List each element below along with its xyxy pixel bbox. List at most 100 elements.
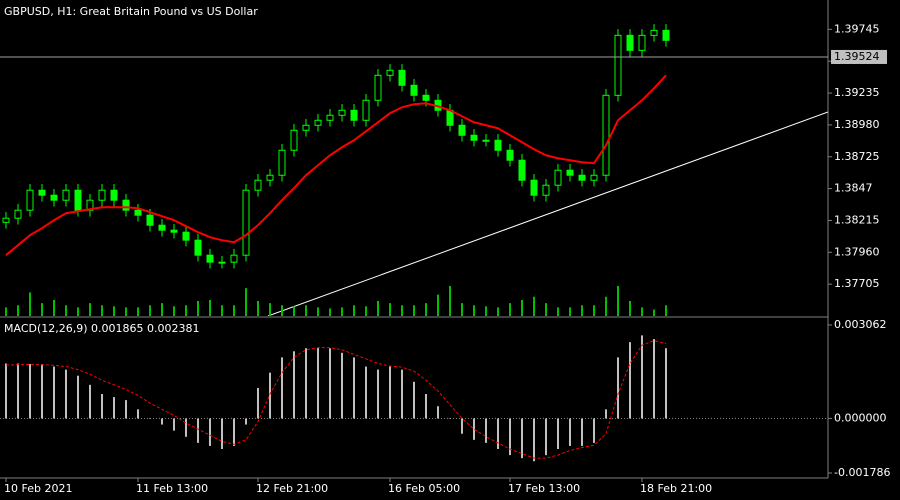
y-tick-label: 1.38215 (834, 213, 880, 226)
macd-bar (173, 418, 175, 431)
volume-bar (557, 307, 559, 316)
volume-bar (197, 301, 199, 316)
y-tick-label: 1.37960 (834, 245, 880, 258)
candle-body (542, 184, 550, 196)
candle-body (494, 139, 502, 151)
macd-bar (629, 342, 631, 419)
candle-body (62, 189, 70, 201)
macd-bar (209, 418, 211, 446)
candle-body (134, 209, 142, 216)
volume-bar (17, 305, 19, 316)
volume-bar (377, 301, 379, 316)
x-tick-label: 10 Feb 2021 (4, 482, 72, 495)
volume-bar (449, 286, 451, 316)
volume-bar (533, 296, 535, 316)
y2-tick-label: 0.000000 (834, 411, 887, 424)
macd-bar (665, 348, 667, 419)
macd-bar (485, 418, 487, 443)
volume-bar (269, 303, 271, 316)
candle-body (26, 189, 34, 211)
candle-body (74, 189, 82, 211)
macd-bar (149, 418, 151, 419)
candle-body (326, 114, 334, 121)
macd-bar (509, 418, 511, 456)
macd-bar (77, 375, 79, 419)
macd-bar (341, 352, 343, 419)
macd-bar (497, 418, 499, 449)
macd-bar (137, 409, 139, 419)
macd-bar (125, 400, 127, 419)
volume-bar (281, 305, 283, 316)
volume-bar (365, 306, 367, 316)
volume-bar (161, 303, 163, 316)
macd-bar (533, 418, 535, 462)
volume-bar (413, 305, 415, 316)
moving-average (5, 74, 667, 256)
volume-bar (545, 303, 547, 316)
candle-body (194, 239, 202, 256)
candle-body (506, 149, 514, 161)
volume-bar (581, 305, 583, 316)
candle-body (458, 124, 466, 136)
macd-bar (161, 418, 163, 425)
trendline (267, 111, 828, 316)
macd-bar (185, 418, 187, 437)
volume-bar (245, 288, 247, 316)
y-tick-label: 1.39745 (834, 22, 880, 35)
volume-bar (641, 307, 643, 316)
x-tick-label: 16 Feb 05:00 (388, 482, 460, 495)
candle-body (398, 69, 406, 86)
volume-bar (521, 299, 523, 316)
volume-bar (353, 305, 355, 316)
volume-bar (5, 307, 7, 316)
macd-bar (389, 366, 391, 419)
volume-bar (113, 306, 115, 316)
macd-bar (401, 369, 403, 419)
volume-bar (41, 303, 43, 316)
volume-bar (173, 306, 175, 316)
volume-bar (89, 303, 91, 316)
candle-body (662, 29, 670, 41)
volume-bar (605, 296, 607, 316)
macd-bar (581, 418, 583, 446)
candle-body (410, 84, 418, 96)
y-tick-label: 1.38725 (834, 150, 880, 163)
volume-bar (437, 294, 439, 316)
candle-body (470, 134, 478, 141)
candle-body (122, 199, 130, 211)
volume-bar (341, 307, 343, 316)
macd-bar (461, 418, 463, 434)
volume-bar (473, 305, 475, 316)
macd-bar (605, 409, 607, 419)
macd-bar (593, 418, 595, 443)
candle-body (362, 99, 370, 121)
macd-bar (257, 387, 259, 419)
candle-body (278, 149, 286, 176)
candle-body (518, 159, 526, 181)
candle-body (266, 174, 274, 181)
volume-bar (305, 305, 307, 316)
volume-bar (29, 292, 31, 316)
candle-body (482, 139, 490, 142)
volume-bar (665, 305, 667, 316)
y-tick-label: 1.3847 (834, 182, 873, 195)
volume-bar (329, 308, 331, 316)
volume-bar (65, 305, 67, 316)
macd-bar (353, 357, 355, 419)
macd-bar (41, 364, 43, 419)
candle-body (554, 169, 562, 186)
macd-bar (5, 363, 7, 419)
volume-bar (401, 305, 403, 316)
volume-bar (77, 307, 79, 316)
macd-bar (365, 366, 367, 419)
volume-bar (149, 305, 151, 316)
macd-bar (413, 381, 415, 419)
macd-bar (641, 335, 643, 419)
volume-bar (317, 307, 319, 316)
candle-body (566, 169, 574, 176)
candle-body (50, 194, 58, 201)
y2-tick-label: 0.003062 (834, 318, 887, 331)
macd-bar (221, 418, 223, 449)
macd-bar (17, 363, 19, 419)
